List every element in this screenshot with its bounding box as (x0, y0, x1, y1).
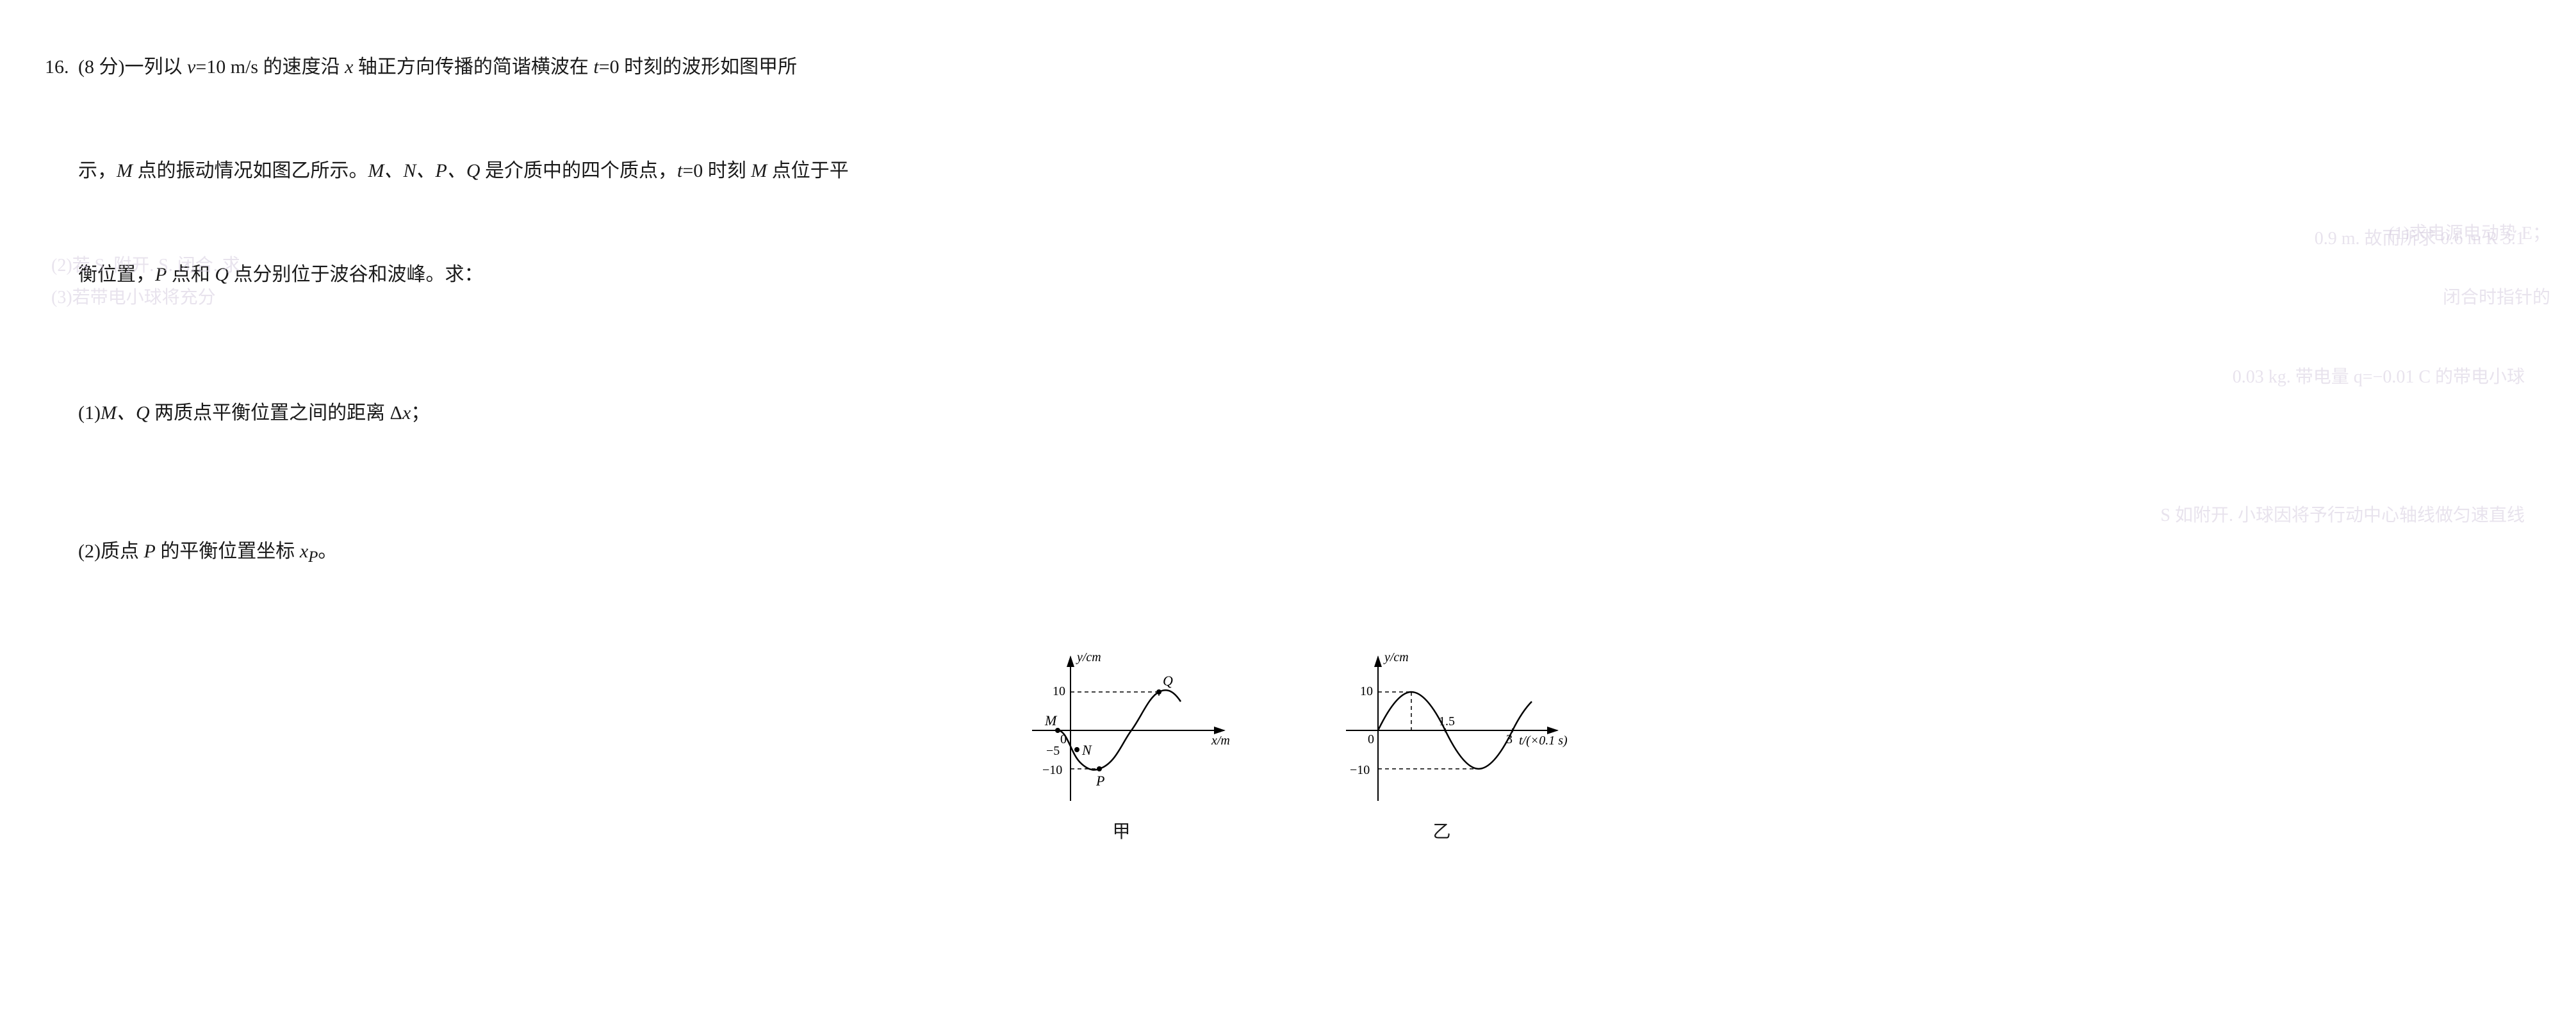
question-line-3: 衡位置，P 点和 Q 点分别位于波谷和波峰。求： 0.9 m. 故而所求 0.6… (26, 223, 2550, 361)
figure-yi-caption: 乙 (1432, 816, 1450, 848)
figure-jia-caption: 甲 (1112, 816, 1130, 848)
ghost-text: 0.03 kg. 带电量 q=−0.01 C 的带电小球 (2233, 361, 2525, 393)
figure-yi: y/cm t/(×0.1 s) 10 −10 0 1.5 3 乙 (1314, 647, 1570, 848)
ghost-text: 0.9 m. 故而所求 0.6 m R 3.1 (2315, 223, 2525, 255)
figures-row: y/cm x/m 10 −5 −10 0 M N P (26, 647, 2550, 848)
ghost-text: S 如附开. 小球因将予行动中心轴线做匀速直线 (2160, 500, 2525, 532)
svg-text:Q: Q (1163, 673, 1173, 689)
svg-text:10: 10 (1053, 684, 1065, 698)
x-axis-label: x/m (1211, 734, 1230, 748)
svg-text:−10: −10 (1350, 763, 1370, 777)
svg-text:M: M (1044, 712, 1058, 728)
question-line-2: 示，M 点的振动情况如图乙所示。M、N、P、Q 是介质中的四个质点，t=0 时刻… (26, 119, 2550, 223)
question-line-1: 16.(8 分)一列以 v=10 m/s 的速度沿 x 轴正方向传播的简谐横波在… (26, 15, 2550, 119)
svg-text:0: 0 (1368, 732, 1374, 746)
page-root: 16.(8 分)一列以 v=10 m/s 的速度沿 x 轴正方向传播的简谐横波在… (0, 0, 2576, 864)
y-axis-label: y/cm (1383, 650, 1409, 664)
question-part-2: (2)质点 P 的平衡位置坐标 xP。 S 如附开. 小球因将予行动中心轴线做匀… (26, 500, 2550, 641)
points: (8 分) (78, 56, 124, 78)
question-number: 16. (45, 50, 78, 85)
svg-text:P: P (1095, 773, 1104, 789)
question-part-1: (1)M、Q 两质点平衡位置之间的距离 Δx； 0.03 kg. 带电量 q=−… (26, 361, 2550, 500)
figure-jia: y/cm x/m 10 −5 −10 0 M N P (1006, 647, 1237, 848)
y-axis-label: y/cm (1076, 650, 1101, 664)
x-axis-label: t/(×0.1 s) (1519, 734, 1568, 748)
svg-text:−5: −5 (1046, 744, 1060, 758)
figure-jia-svg: y/cm x/m 10 −5 −10 0 M N P (1006, 647, 1237, 814)
svg-text:10: 10 (1360, 684, 1373, 698)
figure-yi-svg: y/cm t/(×0.1 s) 10 −10 0 1.5 3 (1314, 647, 1570, 814)
svg-text:N: N (1081, 742, 1092, 758)
svg-text:−10: −10 (1042, 763, 1062, 777)
